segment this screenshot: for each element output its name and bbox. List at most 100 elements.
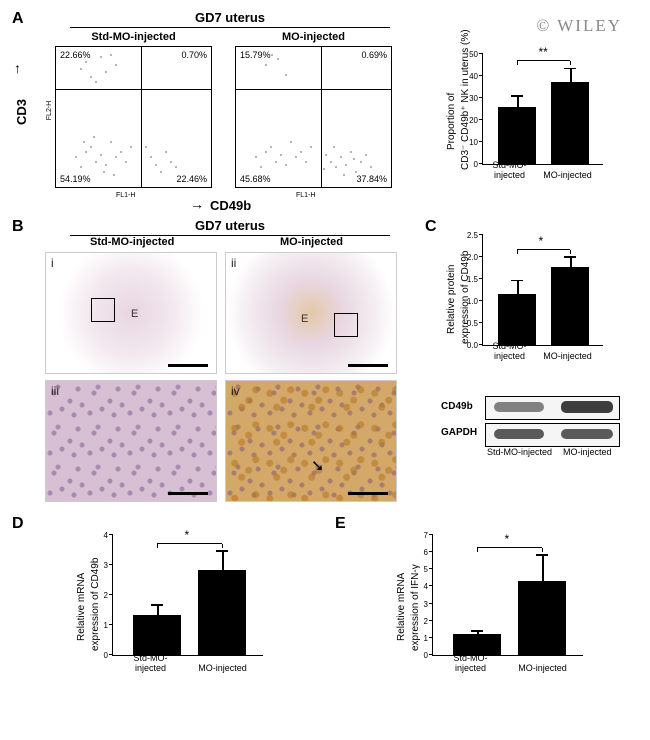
sig-drop — [570, 250, 571, 254]
ytick: 40 — [469, 72, 478, 81]
ytick-mark — [479, 53, 483, 54]
roman-iii: iii — [51, 384, 59, 398]
col1-label: Std-MO-injected — [90, 236, 174, 248]
ihc-image-iii: iii — [45, 380, 217, 502]
bar-chart-a: Proportion of CD3⁻ CD49b⁺ NK in uterus (… — [440, 40, 610, 190]
sig-drop — [517, 61, 518, 65]
ytick: 0.5 — [467, 319, 478, 328]
panel-de-row: D Relative mRNA expression of CD49b 0123… — [10, 515, 640, 690]
panel-b-label: B — [12, 218, 24, 236]
cd49b-axis-label: CD49b — [210, 198, 251, 213]
blot-row-cd49b — [485, 396, 620, 420]
bar-chart-d: Relative mRNA expression of CD49b 01234*… — [70, 521, 270, 681]
bar-a-std — [498, 107, 536, 164]
ytick: 10 — [469, 138, 478, 147]
panel-b: B GD7 uterus Std-MO-injected MO-injected… — [10, 218, 640, 508]
bar-d-yl1: Relative mRNA — [76, 573, 87, 641]
ytick-mark — [429, 637, 433, 638]
error-bar — [570, 258, 572, 267]
error-bar — [570, 69, 572, 81]
cd3-axis-label: CD3 — [14, 99, 29, 125]
blot-l2: MO-injected — [563, 447, 612, 457]
scatter-dots-mo — [236, 47, 391, 187]
ytick-mark — [479, 97, 483, 98]
arrow-up-icon: ↑ — [14, 60, 21, 76]
ihc-image-iv: iv ➘ — [225, 380, 397, 502]
ytick-mark — [109, 594, 113, 595]
blot-row1-label: CD49b — [441, 401, 473, 412]
error-cap — [536, 554, 548, 556]
sig-drop — [542, 548, 543, 552]
bar-c-mo — [551, 267, 589, 345]
fl1h-label2: FL1-H — [296, 192, 315, 199]
bar-a-x2: MO-injected — [540, 170, 595, 180]
bar-e-x1: Std-MO-injected — [438, 653, 503, 673]
western-blot: CD49b GAPDH Std-MO-injected MO-injected — [445, 393, 620, 447]
ytick-mark — [479, 234, 483, 235]
facs-std-title: Std-MO-injected — [56, 31, 211, 43]
bar-c-axes: 0.00.51.01.52.02.5* — [482, 235, 603, 346]
bar-a-axes: 01020304050** — [482, 54, 603, 165]
bar-e-mo — [518, 581, 566, 655]
panel-c-label: C — [425, 218, 437, 236]
ytick: 7 — [424, 531, 428, 540]
col2-label: MO-injected — [280, 236, 343, 248]
ytick-mark — [479, 256, 483, 257]
error-cap — [216, 550, 228, 552]
ihc-image-i: i E — [45, 252, 217, 374]
ytick-mark — [109, 654, 113, 655]
bar-a-yl1: Proportion of — [446, 93, 457, 150]
error-bar — [157, 606, 159, 615]
ytick-mark — [429, 620, 433, 621]
roman-ii: ii — [231, 256, 236, 270]
error-cap — [511, 95, 523, 97]
ytick: 20 — [469, 116, 478, 125]
ytick-mark — [479, 300, 483, 301]
ytick-mark — [429, 585, 433, 586]
bar-d-std — [133, 615, 181, 656]
panel-a-label: A — [12, 10, 24, 28]
panel-b-header: GD7 uterus — [60, 218, 400, 233]
texture-iv-b — [226, 381, 396, 501]
figure-root: © WILEY A GD7 uterus CD3 ↑ CD49b → Std-M… — [10, 10, 640, 675]
error-bar — [517, 97, 519, 107]
bar-a-mo — [551, 82, 589, 165]
scalebar-ii — [348, 364, 388, 367]
facs-plot-mo: MO-injected 15.79% 0.69% 45.68% 37.84% — [235, 46, 392, 188]
error-bar — [222, 552, 224, 570]
ytick: 2 — [104, 591, 108, 600]
roman-iv: iv — [231, 384, 240, 398]
bar-chart-c: Relative protein expression of CD49b 0.0… — [440, 226, 610, 371]
facs-mo-title: MO-injected — [236, 31, 391, 43]
error-cap — [564, 256, 576, 258]
ytick: 4 — [424, 582, 428, 591]
ytick: 1 — [104, 621, 108, 630]
sig-line — [157, 543, 222, 544]
panel-a: A GD7 uterus CD3 ↑ CD49b → Std-MO-inject… — [10, 10, 640, 210]
band-std-gapdh — [494, 429, 544, 439]
bar-c-x1: Std-MO-injected — [482, 341, 537, 361]
sig-line — [517, 60, 570, 61]
band-mo-gapdh — [561, 429, 613, 439]
panel-a-header: GD7 uterus — [60, 10, 400, 25]
error-cap — [471, 630, 483, 632]
roi-box-ii — [334, 313, 358, 337]
sig-drop — [517, 250, 518, 254]
ytick-mark — [479, 322, 483, 323]
bar-e-x2: MO-injected — [510, 663, 575, 673]
error-bar — [542, 556, 544, 582]
e-label-ii: E — [301, 313, 308, 325]
panel-e-label: E — [335, 515, 346, 533]
panel-d-label: D — [12, 515, 24, 533]
ytick: 30 — [469, 94, 478, 103]
error-cap — [564, 68, 576, 70]
sig-line — [477, 547, 542, 548]
blot-l1: Std-MO-injected — [487, 447, 552, 457]
ytick: 3 — [424, 600, 428, 609]
ytick: 3 — [104, 561, 108, 570]
bar-e-yl1: Relative mRNA — [396, 573, 407, 641]
bar-c-x2: MO-injected — [540, 351, 595, 361]
ytick-mark — [109, 564, 113, 565]
ytick: 0 — [424, 651, 428, 660]
fl2h-label: FL2-H — [46, 101, 53, 120]
